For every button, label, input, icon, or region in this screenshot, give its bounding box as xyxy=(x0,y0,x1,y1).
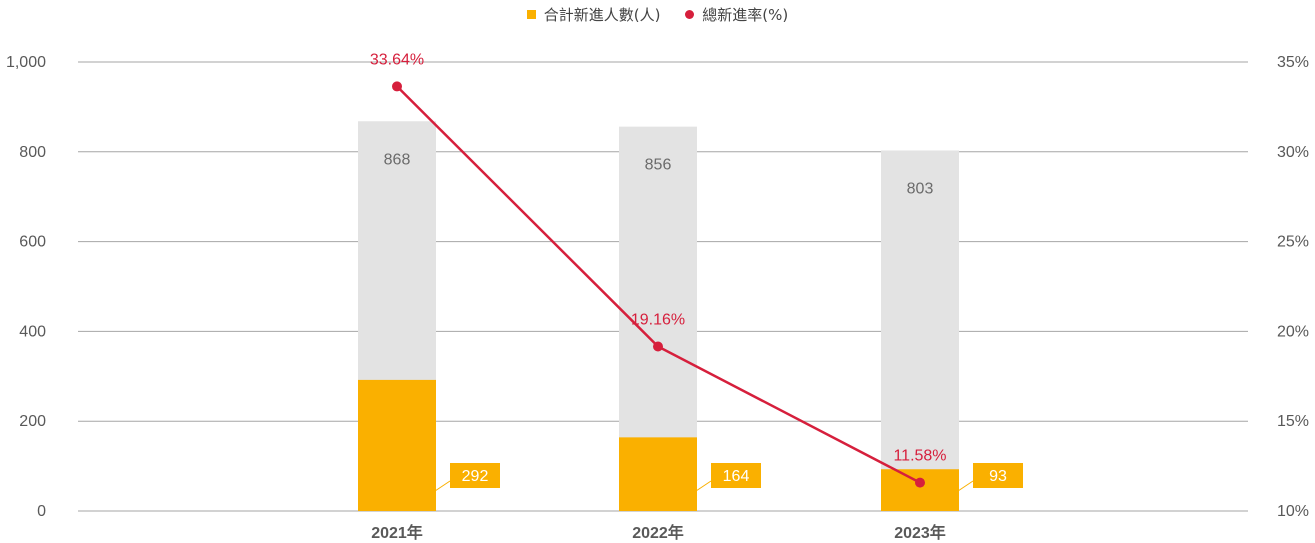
new-hires-callout-leader xyxy=(954,480,974,494)
bar-new-hires xyxy=(619,437,697,511)
rate-value-label: 33.64% xyxy=(370,51,424,68)
new-hires-value-label: 164 xyxy=(723,468,750,485)
y-right-tick-label: 25% xyxy=(1277,234,1309,251)
new-hires-value-label: 93 xyxy=(989,468,1007,485)
legend-item-new-hires: 合計新進人數(人) xyxy=(526,4,661,25)
y-left-tick-label: 600 xyxy=(19,234,46,251)
y-right-tick-label: 10% xyxy=(1277,503,1309,520)
y-left-tick-label: 200 xyxy=(19,413,46,430)
new-hires-callout-leader xyxy=(692,480,712,494)
y-left-tick-label: 0 xyxy=(37,503,46,520)
y-right-tick-label: 15% xyxy=(1277,413,1309,430)
y-left-tick-label: 400 xyxy=(19,323,46,340)
rate-point xyxy=(653,341,663,352)
rate-point xyxy=(915,477,925,488)
total-value-label: 803 xyxy=(907,180,934,197)
y-left-tick-label: 800 xyxy=(19,144,46,161)
x-tick-label: 2021年 xyxy=(371,523,423,542)
x-tick-label: 2023年 xyxy=(894,523,946,542)
y-right-tick-label: 30% xyxy=(1277,144,1309,161)
y-right-tick-label: 35% xyxy=(1277,54,1309,71)
x-tick-label: 2022年 xyxy=(632,523,684,542)
legend-label-new-hires: 合計新進人數(人) xyxy=(543,6,661,24)
new-hires-callout-box xyxy=(973,463,1023,488)
legend-label-rate: 總新進率(%) xyxy=(702,6,789,24)
rate-value-label: 19.16% xyxy=(631,311,685,328)
new-hires-value-label: 292 xyxy=(462,468,489,485)
new-hires-callout-box xyxy=(450,463,500,488)
new-hires-callout-leader xyxy=(431,480,451,494)
y-right-tick-label: 20% xyxy=(1277,323,1309,340)
total-value-label: 868 xyxy=(384,151,411,168)
y-left-tick-label: 1,000 xyxy=(6,54,46,71)
legend-swatch-new-hires xyxy=(526,10,536,19)
bar-new-hires xyxy=(358,379,436,511)
rate-point xyxy=(392,81,402,92)
chart-legend: 合計新進人數(人) 總新進率(%) xyxy=(0,4,1315,25)
legend-swatch-rate xyxy=(685,10,695,19)
rate-value-label: 11.58% xyxy=(893,448,946,465)
bar-total xyxy=(881,150,959,511)
total-value-label: 856 xyxy=(645,157,672,174)
bar-new-hires xyxy=(881,469,959,511)
new-hires-callout-box xyxy=(711,463,761,488)
legend-item-rate: 總新進率(%) xyxy=(685,4,788,25)
